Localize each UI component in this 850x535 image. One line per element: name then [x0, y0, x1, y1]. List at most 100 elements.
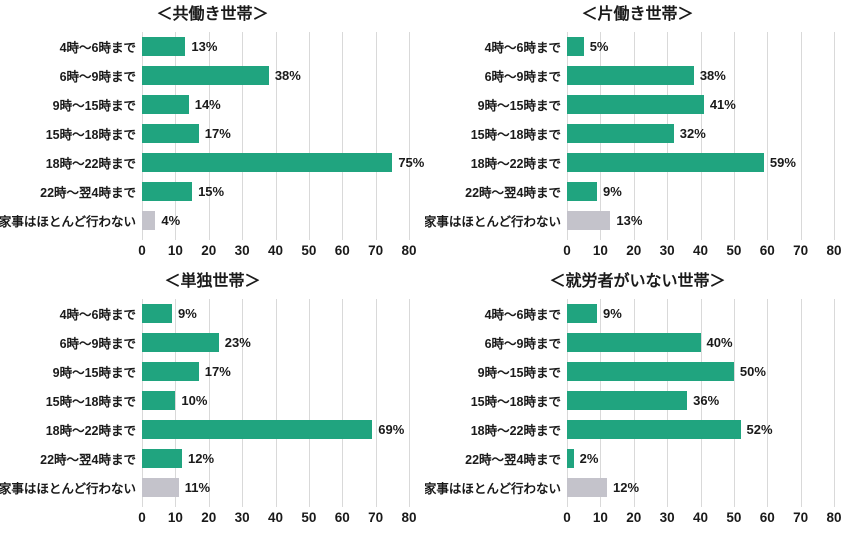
axis-tick-label: 40 [267, 243, 284, 258]
bar-row: 23% [142, 328, 409, 357]
value-label: 38% [274, 68, 301, 83]
plot-area: 13% 38% 14% 17% 75% 15% 4% [142, 32, 424, 240]
chart-title: ＜共働き世帯＞ [156, 6, 269, 23]
value-label: 17% [204, 126, 231, 141]
bar-row: 41% [567, 90, 834, 119]
gridline [242, 299, 244, 507]
value-label: 12% [613, 480, 640, 495]
category-label: 4時～6時まで [59, 308, 136, 322]
axis-tick-label: 40 [267, 510, 284, 525]
gridline [308, 32, 310, 240]
bar-row: 2% [567, 444, 834, 473]
chart-title: ＜単独世帯＞ [164, 273, 261, 290]
bar-row: 11% [142, 473, 409, 502]
bar [567, 95, 704, 114]
chart-body: 4時～6時まで 6時～9時まで 9時～15時まで 15時～18時まで 18時～22時まで… [0, 32, 425, 265]
axis-tick-label: 30 [234, 243, 250, 258]
value-label: 11% [184, 480, 211, 495]
bar-row: 13% [567, 206, 834, 235]
bar [142, 37, 186, 56]
chart-title: ＜就労者がいない世帯＞ [549, 273, 726, 290]
gridline [834, 32, 835, 240]
gridline [208, 299, 210, 507]
axis-tick-label: 0 [138, 243, 146, 258]
bar [142, 124, 199, 143]
bar-row: 38% [142, 61, 409, 90]
bar-row: 17% [142, 357, 409, 386]
gridline [700, 32, 702, 240]
axis-tick-label: 10 [592, 510, 608, 525]
bar [142, 449, 183, 468]
value-label: 38% [699, 68, 726, 83]
plot-area: 5% 38% 41% 32% 59% 9% 13% [567, 32, 835, 240]
category-label: 15時～18時まで [45, 128, 136, 142]
value-label: 17% [204, 364, 231, 379]
bar-chart: ＜単独世帯＞ 4時～6時まで 6時～9時まで 9時～15時まで 15時～18時まで 18時… [0, 267, 425, 535]
bar [142, 66, 269, 85]
axis-tick-label: 50 [726, 510, 742, 525]
bar [567, 333, 701, 352]
bar-row: 40% [567, 328, 834, 357]
gridline [767, 299, 769, 507]
chart-body: 4時～6時まで 6時～9時まで 9時～15時まで 15時～18時まで 18時～22時まで… [425, 32, 850, 265]
labels-column: 4時～6時まで 6時～9時まで 9時～15時まで 15時～18時まで 18時～22時まで… [425, 299, 567, 532]
category-label: 4時～6時まで [484, 41, 561, 55]
bar [567, 362, 734, 381]
axis-tick-label: 20 [201, 510, 217, 525]
category-label: 18時～22時まで [45, 424, 136, 438]
axis-tick-label: 0 [563, 243, 571, 258]
bar-row: 9% [567, 299, 834, 328]
bar-row: 75% [142, 148, 424, 177]
bar-row: 9% [142, 299, 409, 328]
bar [567, 66, 694, 85]
gridline [208, 32, 210, 240]
plot-area: 9% 40% 50% 36% 52% 2% 12% [567, 299, 835, 507]
value-label: 23% [224, 335, 251, 350]
axis-tick-label: 80 [826, 510, 842, 525]
bar-row: 10% [142, 386, 409, 415]
bar-row: 69% [142, 415, 409, 444]
category-label: 18時～22時まで [470, 157, 561, 171]
axis-tick-label: 70 [368, 243, 384, 258]
value-label: 15% [198, 184, 225, 199]
bar-row: 5% [567, 32, 834, 61]
gridline [767, 32, 769, 240]
gridline [800, 299, 802, 507]
bar [567, 182, 598, 201]
value-label: 36% [693, 393, 720, 408]
category-label: 4時～6時まで [59, 41, 136, 55]
gridline [409, 299, 410, 507]
bar [567, 211, 611, 230]
axis-tick-label: 60 [759, 510, 775, 525]
value-label: 10% [181, 393, 208, 408]
gridline [700, 299, 702, 507]
axis-tick-label: 50 [301, 510, 317, 525]
axis-tick-label: 30 [659, 510, 675, 525]
chart-title: ＜片働き世帯＞ [581, 6, 694, 23]
gridline [834, 299, 835, 507]
bar [567, 124, 674, 143]
bar-row: 17% [142, 119, 409, 148]
value-label: 9% [178, 306, 197, 321]
gridline [308, 299, 310, 507]
value-label: 59% [769, 155, 796, 170]
category-label: 家事はほとんど行わない [425, 215, 561, 229]
axis-tick-label: 80 [401, 243, 417, 258]
bar-row: 59% [567, 148, 834, 177]
bar [142, 95, 189, 114]
axis-tick-label: 60 [334, 510, 350, 525]
gridline [242, 32, 244, 240]
category-label: 22時～翌4時まで [40, 186, 136, 200]
x-axis: 0 10 20 30 40 50 60 70 80 [138, 241, 416, 265]
bar [567, 449, 574, 468]
value-label: 2% [579, 451, 599, 466]
value-label: 69% [378, 422, 405, 437]
gridline [800, 32, 802, 240]
category-label: 15時～18時まで [470, 128, 561, 142]
value-label: 12% [188, 451, 215, 466]
gridline [375, 32, 377, 240]
gridline [733, 32, 735, 240]
value-label: 9% [603, 184, 622, 199]
value-label: 75% [398, 155, 425, 170]
axis-tick-label: 0 [563, 510, 571, 525]
